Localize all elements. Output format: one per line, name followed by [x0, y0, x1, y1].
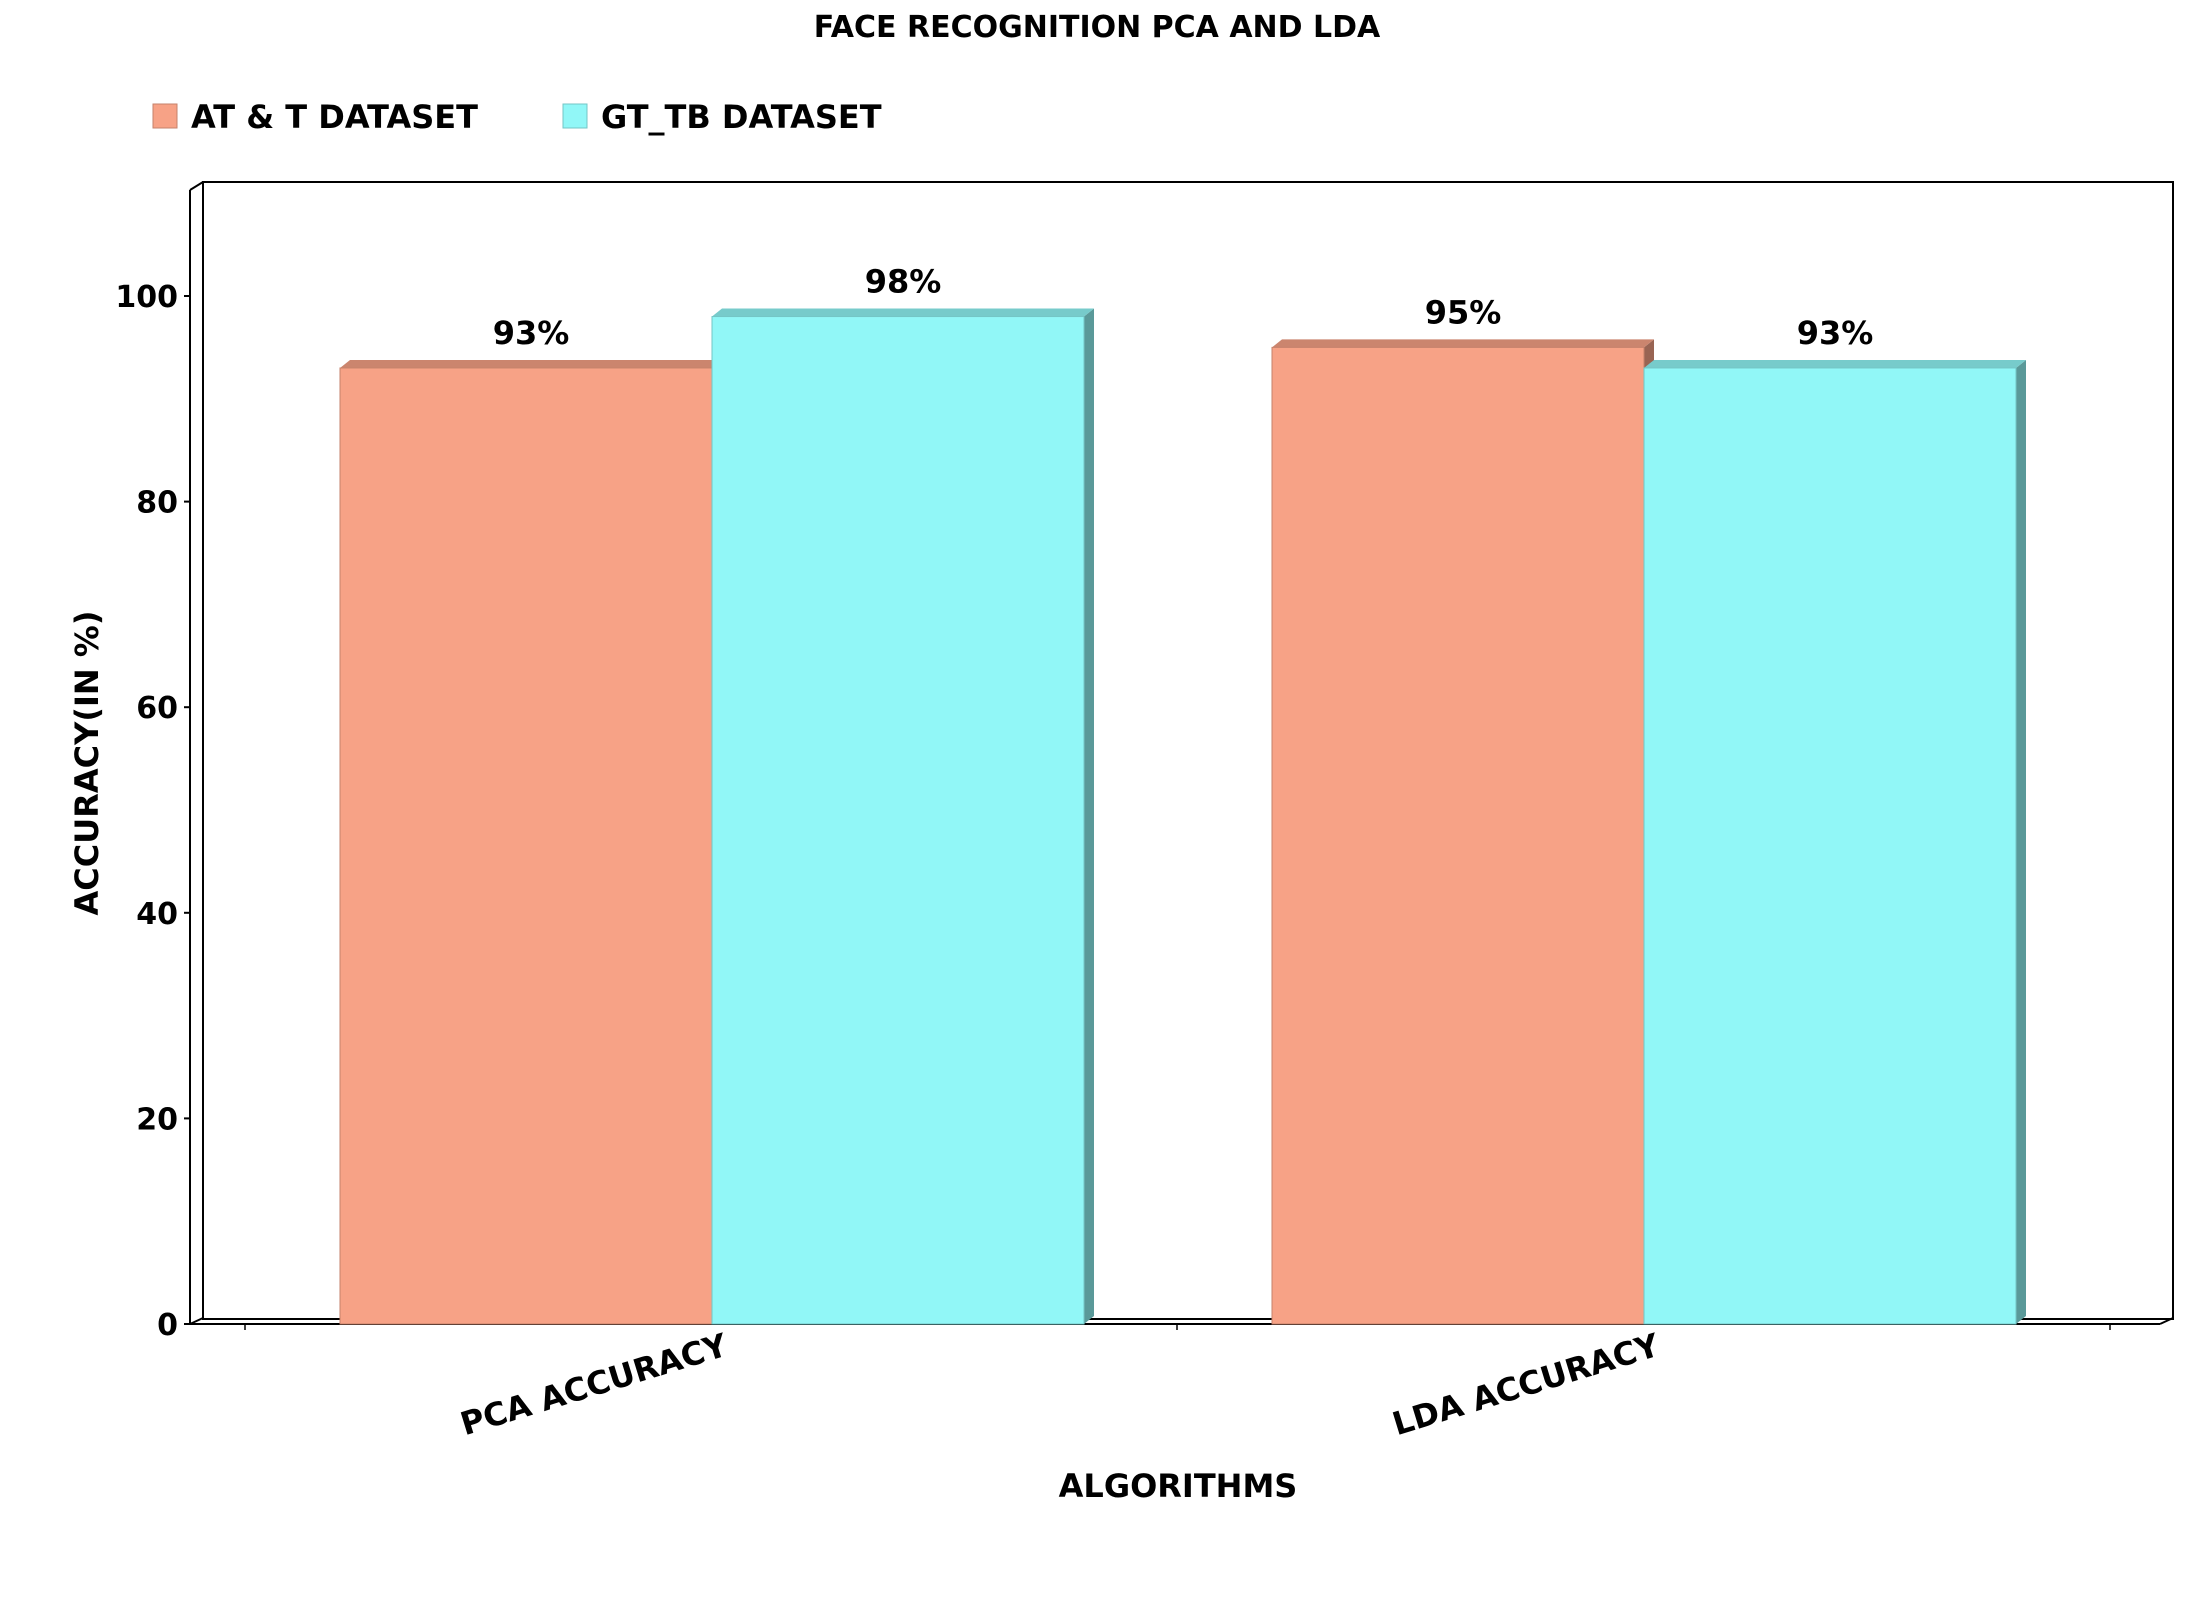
y-tick-label: 80 [136, 486, 178, 521]
bar-top [340, 359, 722, 368]
bar-side [2016, 359, 2026, 1325]
bar-front [1643, 367, 2017, 1325]
bar-side [1084, 308, 1094, 1324]
bar-front [339, 367, 713, 1325]
bar-top [712, 308, 1094, 317]
legend-label-2: GT_TB DATASET [601, 98, 882, 136]
chart-title: FACE RECOGNITION PCA AND LDA [814, 10, 1381, 45]
bar-top [1644, 359, 2026, 368]
bar-top [1272, 339, 1654, 348]
y-tick-label: 20 [136, 1102, 178, 1137]
bar-2-2 [1643, 359, 2026, 1325]
legend-swatch-2 [562, 103, 588, 129]
bar-value-label: 95% [1425, 293, 1502, 331]
bar-value-label: 98% [865, 263, 942, 301]
bar-2-1 [1271, 339, 1654, 1325]
bar-1-2 [711, 308, 1094, 1325]
bar-front [1271, 346, 1645, 1325]
legend-label-1: AT & T DATASET [191, 98, 478, 136]
bars: 93% 98% 95% 93% [339, 263, 2026, 1325]
y-axis-ticks: 0 20 40 60 80 100 [115, 280, 190, 1343]
y-tick-label: 100 [115, 280, 178, 315]
legend: AT & T DATASET GT_TB DATASET [152, 98, 882, 136]
x-axis-ticks: PCA ACCURACY LDA ACCURACY [244, 1324, 2111, 1443]
x-tick-label: PCA ACCURACY [456, 1326, 732, 1443]
bar-1-1 [339, 359, 722, 1325]
x-tick-label: LDA ACCURACY [1388, 1326, 1664, 1443]
y-tick-label: 40 [136, 897, 178, 932]
legend-swatch-1 [152, 103, 178, 129]
y-axis-label: ACCURACY(IN %) [68, 611, 106, 916]
bar-value-label: 93% [1797, 314, 1874, 352]
bar-value-label: 93% [493, 314, 570, 352]
bar-front [711, 316, 1085, 1325]
y-tick-label: 0 [157, 1308, 178, 1343]
y-tick-label: 60 [136, 691, 178, 726]
x-axis-label: ALGORITHMS [1059, 1467, 1298, 1505]
